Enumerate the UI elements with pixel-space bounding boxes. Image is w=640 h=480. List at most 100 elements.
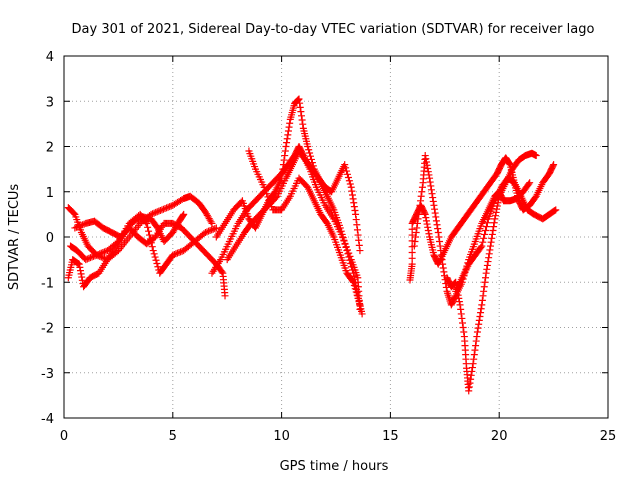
data-point-marker [442, 283, 450, 291]
data-point-marker [422, 217, 430, 225]
data-point-marker [172, 250, 180, 258]
data-point-marker [436, 238, 444, 246]
data-point-marker [470, 355, 478, 363]
data-point-marker [94, 250, 102, 258]
data-point-marker [336, 224, 344, 232]
data-point-marker [152, 256, 160, 264]
data-point-marker [429, 197, 437, 205]
data-point-marker [473, 328, 481, 336]
data-point-marker [481, 230, 489, 238]
y-tick-label: 2 [46, 141, 54, 156]
data-point-marker [260, 183, 268, 191]
y-tick-label: -1 [41, 276, 54, 291]
data-point-marker [423, 220, 431, 228]
data-point-marker [345, 253, 353, 261]
data-point-marker [486, 242, 494, 250]
data-point-marker [350, 199, 358, 207]
data-point-marker [75, 260, 83, 268]
data-point-marker [347, 183, 355, 191]
data-point-marker [211, 225, 219, 233]
data-point-marker [304, 143, 312, 150]
data-point-marker [421, 152, 429, 160]
x-tick-label: 15 [382, 429, 399, 444]
data-point-marker [437, 251, 445, 259]
data-point-marker [218, 268, 226, 276]
data-point-marker [207, 218, 215, 226]
data-point-marker [154, 263, 162, 271]
data-point-marker [221, 292, 229, 300]
data-point-marker [153, 208, 161, 216]
data-point-marker [76, 263, 84, 271]
data-point-marker [265, 196, 273, 204]
data-point-marker [261, 186, 269, 194]
data-point-marker [532, 152, 540, 160]
data-point-marker [151, 253, 159, 261]
data-point-marker [152, 208, 160, 216]
data-point-marker [467, 371, 475, 379]
data-point-marker [526, 179, 534, 187]
data-point-marker [306, 149, 314, 157]
data-point-marker [455, 294, 463, 302]
data-point-marker [169, 251, 177, 259]
data-point-marker [470, 351, 478, 359]
data-point-marker [490, 223, 498, 231]
data-point-marker [437, 247, 445, 255]
data-point-marker [476, 313, 484, 321]
data-point-marker [86, 254, 94, 262]
data-point-marker [425, 230, 433, 238]
data-point-marker [149, 210, 157, 218]
data-point-marker [424, 223, 432, 231]
data-point-marker [208, 226, 216, 234]
data-point-marker [143, 219, 151, 227]
data-point-marker [354, 294, 362, 302]
data-point-marker [351, 285, 359, 293]
data-point-marker [179, 211, 187, 219]
data-point-marker [467, 375, 475, 383]
data-point-marker [82, 256, 90, 264]
data-point-marker [100, 248, 108, 256]
data-point-marker [341, 161, 349, 169]
data-point-marker [88, 253, 96, 261]
plot-frame [63, 55, 609, 419]
data-point-marker [455, 298, 463, 306]
data-point-marker [490, 219, 498, 227]
data-point-marker [285, 123, 293, 131]
data-point-marker [550, 161, 558, 169]
y-tick-label: 1 [46, 186, 54, 201]
data-point-marker [487, 238, 495, 246]
data-point-marker [85, 254, 93, 262]
x-tick-label: 5 [169, 429, 177, 444]
data-point-marker [475, 320, 483, 328]
data-point-marker [145, 231, 153, 239]
data-point-marker [156, 206, 164, 214]
data-point-marker [74, 260, 82, 268]
data-point-marker [284, 131, 292, 139]
data-point-marker [201, 228, 209, 236]
data-point-marker [355, 298, 363, 306]
data-point-marker [281, 147, 289, 155]
data-point-marker [347, 260, 355, 268]
data-point-marker [417, 192, 425, 200]
data-point-marker [158, 206, 166, 214]
data-point-marker [343, 167, 351, 175]
data-point-marker [279, 165, 287, 173]
data-point-marker [78, 276, 86, 284]
data-point-marker [280, 156, 288, 164]
data-point-marker [77, 270, 85, 278]
y-tick-label: 3 [46, 95, 54, 110]
data-point-marker [492, 208, 500, 216]
data-point-marker [491, 212, 499, 220]
data-point-marker [431, 209, 439, 217]
data-point-marker [144, 223, 152, 231]
data-point-marker [483, 265, 491, 273]
data-point-marker [468, 367, 476, 375]
data-point-marker [91, 252, 99, 260]
data-point-marker [163, 204, 171, 212]
data-point-marker [551, 206, 559, 214]
y-tick-label: -2 [41, 322, 54, 337]
data-point-marker [337, 227, 345, 235]
data-point-marker [477, 309, 485, 317]
data-point-marker [422, 214, 430, 222]
data-point-marker [417, 197, 425, 205]
data-point-marker [99, 249, 107, 257]
